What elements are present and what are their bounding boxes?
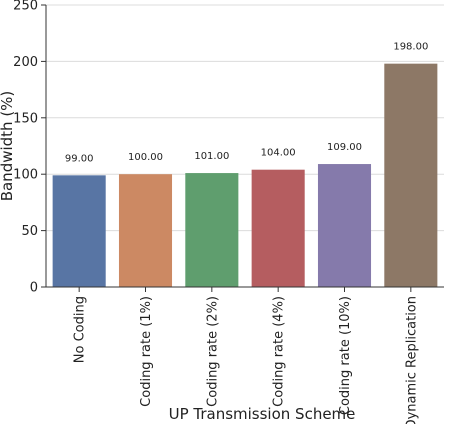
x-tick-label: No Coding xyxy=(73,296,88,363)
bar-value-label: 104.00 xyxy=(261,148,296,159)
x-axis-title: UP Transmission Scheme xyxy=(169,405,356,423)
bar xyxy=(317,164,372,287)
bar-value-label: 109.00 xyxy=(327,142,362,153)
bar-value-label: 100.00 xyxy=(128,152,163,163)
data-labels: 99.00 100.00 101.00 104.00 109.00 198.00 xyxy=(65,42,428,165)
bar-value-label: 198.00 xyxy=(393,42,428,53)
x-tick-label: Dynamic Replication xyxy=(404,296,419,424)
y-axis-title: Bandwidth (%) xyxy=(0,91,16,202)
y-tick-label: 0 xyxy=(30,281,38,296)
y-axis-ticks: 0 50 100 150 200 250 xyxy=(13,0,46,296)
x-tick-label: Coding rate (1%) xyxy=(139,296,154,407)
bar xyxy=(384,63,438,287)
bar xyxy=(251,169,305,287)
bar xyxy=(185,173,239,287)
y-tick-label: 250 xyxy=(13,0,38,14)
bar xyxy=(52,175,106,287)
bar-value-label: 99.00 xyxy=(65,153,94,164)
x-tick-label: Coding rate (2%) xyxy=(205,296,220,407)
x-axis-ticks: No Coding Coding rate (1%) Coding rate (2%… xyxy=(73,287,419,424)
bar xyxy=(118,174,173,287)
bars xyxy=(52,63,438,287)
y-tick-label: 150 xyxy=(13,111,38,126)
bar-value-label: 101.00 xyxy=(194,151,229,162)
y-tick-label: 100 xyxy=(13,168,38,183)
x-tick-label: Coding rate (4%) xyxy=(272,296,287,407)
y-tick-label: 200 xyxy=(13,55,38,70)
y-tick-label: 50 xyxy=(21,224,38,239)
x-tick-label: Coding rate (10%) xyxy=(338,296,353,415)
